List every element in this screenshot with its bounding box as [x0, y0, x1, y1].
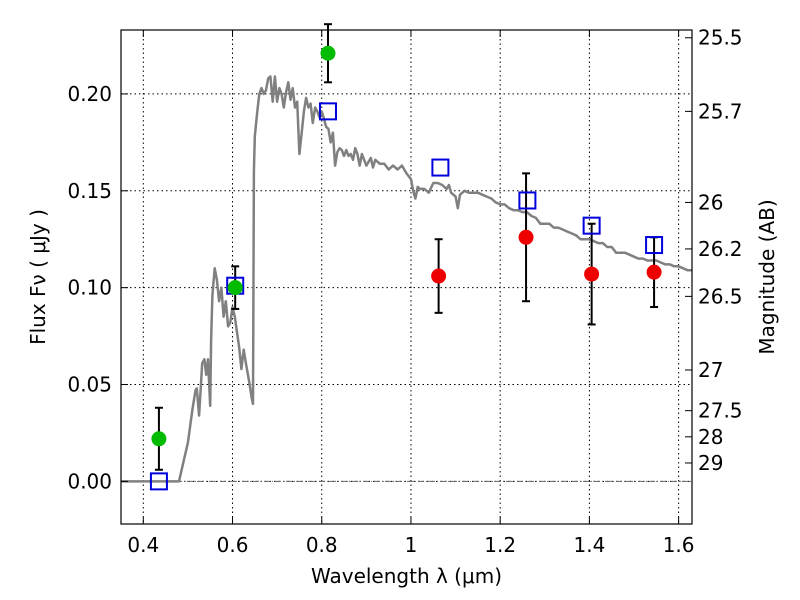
x-axis-label: Wavelength λ (μm) [311, 564, 502, 588]
x-tick-label: 1.2 [484, 533, 516, 557]
y2-tick-label: 29 [698, 451, 723, 475]
y-tick-label: 0.10 [67, 276, 112, 300]
x-tick-label: 0.8 [306, 533, 338, 557]
x-tick-label: 0.4 [127, 533, 159, 557]
y2-tick-label: 27.5 [698, 399, 743, 423]
y-tick-label: 0.00 [67, 469, 112, 493]
model-magnitude-square [518, 191, 537, 210]
grid [121, 30, 692, 524]
y-tick-label: 0.20 [67, 82, 112, 106]
x-tick-label: 1 [405, 533, 418, 557]
y2-tick-label: 26.5 [698, 284, 743, 308]
y-tick-label: 0.15 [67, 179, 112, 203]
model-magnitude-square [645, 236, 664, 255]
model-magnitude-square [318, 102, 337, 121]
model-spectrum-line [121, 75, 692, 483]
x-tick-label: 0.6 [217, 533, 249, 557]
observed-flux-point [518, 229, 534, 245]
y2-tick-label: 25.7 [698, 99, 743, 123]
axis-ticks: 0.4 0.6 0.8 1 1.2 1.4 1.6 0.00 0.05 0.10 0.15 0.20 2… [67, 26, 742, 557]
y2-tick-label: 26.2 [698, 237, 743, 261]
model-magnitude-square [582, 216, 601, 235]
plot-frame [120, 29, 693, 525]
model-spectrum-series [121, 75, 692, 483]
observed-flux-point [320, 45, 336, 61]
y2-tick-label: 27 [698, 358, 723, 382]
y2-tick-label: 26 [698, 190, 723, 214]
x-tick-label: 1.4 [573, 533, 605, 557]
observed-flux-point [227, 280, 243, 296]
y-tick-label: 0.05 [67, 373, 112, 397]
y2-tick-label: 25.5 [698, 26, 743, 50]
observed-flux-point [431, 268, 447, 284]
model-magnitude-square [149, 472, 168, 491]
x-tick-label: 1.6 [663, 533, 695, 557]
y2-tick-label: 28 [698, 425, 723, 449]
y-axis-label: Flux Fν ( μJy ) [26, 209, 50, 345]
data-points [149, 23, 664, 491]
observed-flux-point [646, 264, 662, 280]
model-magnitude-square [431, 158, 450, 177]
y2-axis-label: Magnitude (AB) [755, 199, 779, 354]
observed-flux-point [151, 431, 167, 447]
observed-flux-point [584, 266, 600, 282]
